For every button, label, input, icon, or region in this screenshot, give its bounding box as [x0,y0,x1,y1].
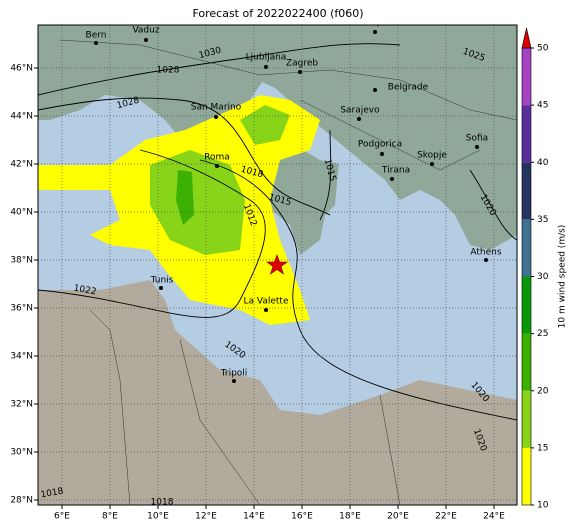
city-dot [357,117,361,121]
city-label: San Marino [191,103,242,113]
lat-tick-label: 46°N [10,64,33,74]
colorbar-tick-label: 10 [537,501,549,511]
lon-tick-label: 12°E [195,512,217,522]
city-dot [144,38,148,42]
isobar-label: 1018 [151,498,174,508]
colorbar-bin [522,333,531,391]
city-dot [484,258,488,262]
lat-tick-label: 36°N [10,304,33,314]
lat-tick-label: 32°N [10,400,33,410]
city-dot [373,30,377,34]
colorbar-tick-label: 30 [537,272,549,282]
city-dot [215,164,219,168]
lat-tick-label: 44°N [10,112,33,122]
wind-region [240,105,290,145]
city-label: Roma [204,153,230,163]
city-label: Tunis [150,276,174,286]
isobar [469,169,517,241]
isobar [38,43,401,96]
lon-tick-label: 8°E [102,512,118,522]
city-label: Budapest [354,18,397,28]
isobar-label: 1018 [40,487,65,501]
colorbar-tick-label: 45 [537,101,548,111]
isobar-label: 1028 [157,66,180,76]
city-dot [159,286,163,290]
lat-tick-label: 28°N [10,496,33,506]
colorbar-bin [522,162,531,220]
city-label: Athens [470,248,501,258]
graticule [38,25,517,505]
city-label: La Valette [244,297,289,307]
colorbar-bin [522,276,531,334]
city-dot [298,70,302,74]
lat-tick-label: 38°N [10,256,33,266]
colorbar: 10 15 20 25 30 35 40 45 50 10 m wind speed (m/s) [521,27,568,511]
colorbar-tick-label: 40 [537,158,549,168]
lon-tick-label: 14°E [243,512,265,522]
isobar [38,149,266,318]
colorbar-tick-label: 50 [537,44,549,54]
city-dot [214,115,218,119]
city-label: Podgorica [358,140,402,150]
city-label: Sofia [466,134,488,144]
city-dot [264,65,268,69]
city-label: Belgrade [388,83,429,93]
colorbar-extend [521,27,532,49]
lon-tick-label: 6°E [54,512,70,522]
axes: 6°E 8°E 10°E 12°E 14°E 16°E 18°E 20°E 22°E 24°E 28… [10,64,505,522]
lon-tick-label: 16°E [291,512,313,522]
border [59,39,517,505]
lon-tick-label: 20°E [387,512,409,522]
city-label: Vaduz [132,26,159,36]
city-label: Tripoli [220,369,248,379]
lat-tick-label: 42°N [10,160,33,170]
city-label: Skopje [417,151,447,161]
lon-tick-label: 24°E [483,512,505,522]
lon-tick-label: 10°E [147,512,169,522]
city-dot [380,152,384,156]
lat-tick-label: 30°N [10,448,33,458]
map-frame [37,24,518,506]
map-title: Forecast of 2022022400 (f060) [192,7,363,20]
city-dot [264,308,268,312]
city-dot [475,145,479,149]
city-label: Bern [86,31,107,41]
isobar-label: 1022 [73,284,97,298]
city-dot [430,162,434,166]
city-dot [232,379,236,383]
city-label: Tirana [381,166,410,176]
wind-region [176,170,194,225]
colorbar-tick-label: 15 [537,443,548,453]
event-star [266,254,288,275]
colorbar-bin [522,447,531,505]
city-label: Zagreb [286,59,318,69]
colorbar-tick-label: 25 [537,329,548,339]
colorbar-bin [522,390,531,448]
city-dot [94,41,98,45]
colorbar-tick-label: 35 [537,215,548,225]
colorbar-bin [522,219,531,277]
city-dot [390,177,394,181]
colorbar-bin [522,105,531,163]
colorbar-bin [522,48,531,106]
city-dot [373,88,377,92]
wind-region [150,150,245,255]
isobar [319,129,332,221]
city-label: Ljubljana [246,53,287,63]
colorbar-label: 10 m wind speed (m/s) [558,225,568,329]
lat-tick-label: 34°N [10,352,33,362]
isobar [199,159,517,421]
isobar [38,97,331,216]
city-label: Sarajevo [340,106,380,116]
lon-tick-label: 22°E [435,512,457,522]
lat-tick-label: 40°N [10,208,33,218]
lon-tick-label: 18°E [339,512,361,522]
colorbar-tick-label: 20 [537,386,549,396]
